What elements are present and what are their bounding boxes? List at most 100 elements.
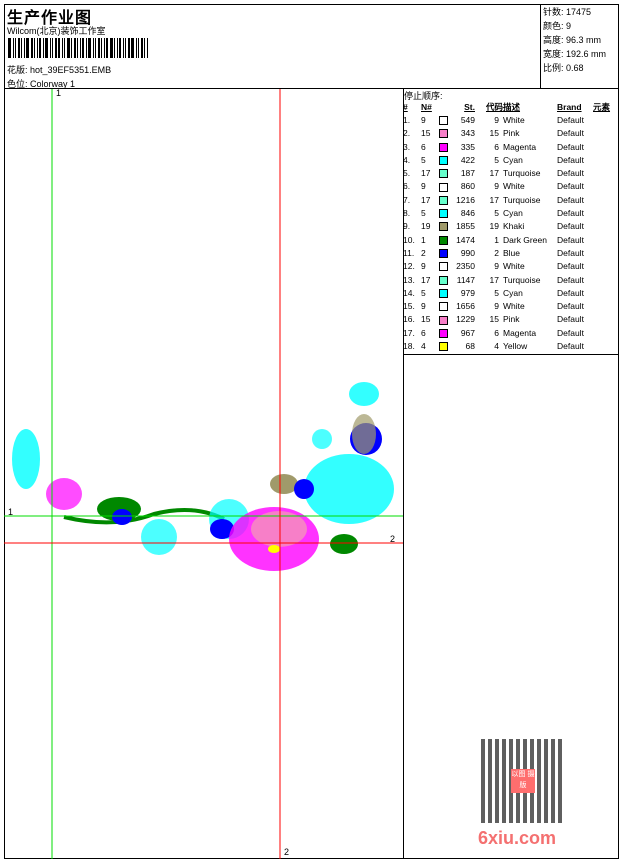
color-code: 4 bbox=[494, 340, 499, 351]
company-name: Wilcom(北京)装饰工作室 bbox=[7, 26, 106, 36]
color-description: White bbox=[503, 261, 525, 272]
color-code: 19 bbox=[489, 221, 499, 232]
flower-pink-left bbox=[46, 478, 82, 510]
barcode-bar bbox=[71, 38, 72, 58]
color-description: Dark Green bbox=[503, 234, 547, 245]
brand: Default bbox=[557, 141, 584, 152]
guide-label: 2 bbox=[284, 847, 290, 857]
barcode-bar bbox=[86, 38, 87, 58]
column-header: 代码 bbox=[485, 101, 503, 112]
barcode-bar bbox=[39, 38, 41, 58]
color-swatch bbox=[439, 328, 448, 338]
barcode-bar bbox=[147, 38, 148, 58]
barcode-bar bbox=[82, 38, 84, 58]
barcode-bar bbox=[13, 38, 14, 58]
barcode-bar bbox=[77, 38, 78, 58]
brand: Default bbox=[557, 208, 584, 219]
row-index: 14. bbox=[403, 287, 415, 298]
barcode-bar bbox=[101, 38, 102, 58]
peony-cyan bbox=[304, 454, 394, 524]
barcode-bar bbox=[64, 38, 65, 58]
stitch-count: 1474 bbox=[456, 234, 475, 245]
info-label: 颜色: bbox=[543, 21, 564, 31]
table-row: 5. 17 187 17 Turquoise Default bbox=[403, 166, 617, 179]
stitch-count: 343 bbox=[460, 128, 475, 139]
color-description: Khaki bbox=[503, 221, 525, 232]
stitch-count: 979 bbox=[460, 287, 475, 298]
table-row: 12. 9 2350 9 White Default bbox=[403, 260, 617, 273]
color-description: White bbox=[503, 114, 525, 125]
brand: Default bbox=[557, 194, 584, 205]
table-row: 18. 4 68 4 Yellow Default bbox=[403, 339, 617, 352]
needle-number: 9 bbox=[421, 114, 426, 125]
color-swatch bbox=[439, 222, 448, 232]
brand: Default bbox=[557, 247, 584, 258]
divider bbox=[540, 4, 541, 88]
column-header: 描述 bbox=[503, 101, 521, 112]
stamp-logo: 以图 摄版 bbox=[511, 769, 535, 793]
color-swatch bbox=[439, 116, 448, 126]
color-description: Turquoise bbox=[503, 194, 541, 205]
color-swatch bbox=[439, 142, 448, 152]
color-description: White bbox=[503, 181, 525, 192]
barcode-bar bbox=[117, 38, 118, 58]
table-row: 15. 9 1656 9 White Default bbox=[403, 299, 617, 312]
brand: Default bbox=[557, 154, 584, 165]
brand: Default bbox=[557, 234, 584, 245]
barcode-bar bbox=[136, 38, 137, 58]
needle-number: 6 bbox=[421, 327, 426, 338]
butterfly-left bbox=[12, 429, 40, 489]
stitch-count: 860 bbox=[460, 181, 475, 192]
color-description: Pink bbox=[503, 128, 520, 139]
info-value: 96.3 mm bbox=[566, 35, 602, 45]
stitch-count: 335 bbox=[460, 141, 475, 152]
color-swatch bbox=[439, 169, 448, 179]
guide-label: 2 bbox=[390, 534, 396, 544]
stop-sequence-table: # N# St. 代码 描述 Brand 元素 1. 9 549 9 White Default 2. 1… bbox=[403, 100, 617, 353]
needle-number: 5 bbox=[421, 287, 426, 298]
stitch-count: 1229 bbox=[456, 314, 475, 325]
page-title: 生产作业图 bbox=[7, 10, 93, 27]
needle-number: 5 bbox=[421, 208, 426, 219]
info-value: 17475 bbox=[566, 7, 592, 17]
stitch-count: 422 bbox=[460, 154, 475, 165]
color-code: 6 bbox=[494, 327, 499, 338]
divider bbox=[403, 354, 619, 355]
brand: Default bbox=[557, 327, 584, 338]
color-code: 9 bbox=[494, 114, 499, 125]
colorway: 色位: Colorway 1 bbox=[7, 77, 75, 90]
stitch-count: 990 bbox=[460, 247, 475, 258]
stop-sequence-title: 停止顺序: bbox=[404, 91, 443, 101]
colorway-label: 色位: bbox=[7, 79, 28, 89]
row-index: 8. bbox=[403, 208, 411, 219]
barcode-bar bbox=[138, 38, 139, 58]
divider bbox=[4, 88, 619, 89]
color-description: Magenta bbox=[503, 327, 537, 338]
color-description: Yellow bbox=[503, 340, 528, 351]
color-description: White bbox=[503, 301, 525, 312]
needle-number: 15 bbox=[421, 128, 431, 139]
row-index: 16. bbox=[403, 314, 415, 325]
row-index: 9. bbox=[403, 221, 411, 232]
color-description: Pink bbox=[503, 314, 520, 325]
brand: Default bbox=[557, 181, 584, 192]
embroidery-design bbox=[12, 382, 394, 571]
color-swatch bbox=[439, 129, 448, 139]
table-row: 9. 19 1855 19 Khaki Default bbox=[403, 220, 617, 233]
info-label: 高度: bbox=[543, 35, 564, 45]
barcode-bar bbox=[80, 38, 81, 58]
watermark: 6xiu.com bbox=[478, 828, 557, 848]
row-index: 13. bbox=[403, 274, 415, 285]
stitch-count: 68 bbox=[465, 340, 475, 351]
table-row: 7. 17 1216 17 Turquoise Default bbox=[403, 193, 617, 206]
row-index: 17. bbox=[403, 327, 415, 338]
column-header bbox=[439, 100, 451, 113]
design-file-value: hot_39EF5351.EMB bbox=[30, 65, 112, 75]
flower-cyan bbox=[141, 519, 177, 555]
barcode-bar bbox=[106, 38, 108, 58]
color-code: 17 bbox=[489, 274, 499, 285]
barcode-bar bbox=[18, 38, 20, 58]
yellow-center bbox=[268, 545, 280, 553]
barcode-bar bbox=[45, 38, 48, 58]
row-index: 2. bbox=[403, 128, 411, 139]
